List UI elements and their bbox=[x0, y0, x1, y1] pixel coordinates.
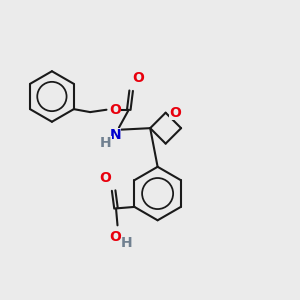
Text: O: O bbox=[133, 71, 145, 85]
Text: O: O bbox=[109, 230, 121, 244]
Text: O: O bbox=[109, 103, 121, 117]
Text: H: H bbox=[121, 236, 132, 250]
Text: H: H bbox=[100, 136, 112, 150]
Text: N: N bbox=[110, 128, 121, 142]
Text: O: O bbox=[99, 171, 111, 184]
Text: O: O bbox=[169, 106, 181, 120]
